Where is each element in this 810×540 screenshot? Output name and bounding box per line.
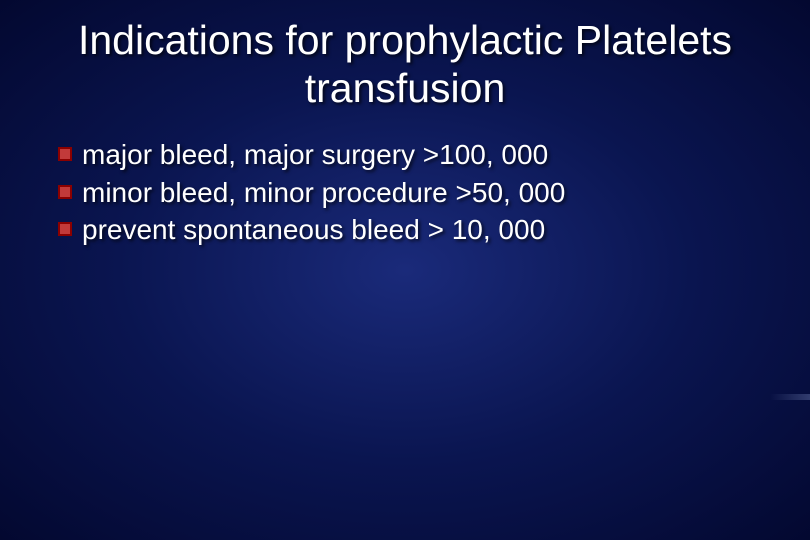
bullet-list: major bleed, major surgery >100, 000 min…: [0, 119, 810, 248]
decorative-streak: [770, 394, 810, 400]
bullet-square-icon: [58, 185, 72, 199]
bullet-text: major bleed, major surgery >100, 000: [82, 137, 548, 173]
bullet-text: minor bleed, minor procedure >50, 000: [82, 175, 565, 211]
list-item: minor bleed, minor procedure >50, 000: [58, 175, 770, 211]
bullet-text: prevent spontaneous bleed > 10, 000: [82, 212, 545, 248]
slide: Indications for prophylactic Platelets t…: [0, 0, 810, 540]
slide-title: Indications for prophylactic Platelets t…: [0, 0, 810, 119]
list-item: prevent spontaneous bleed > 10, 000: [58, 212, 770, 248]
bullet-square-icon: [58, 222, 72, 236]
bullet-square-icon: [58, 147, 72, 161]
list-item: major bleed, major surgery >100, 000: [58, 137, 770, 173]
